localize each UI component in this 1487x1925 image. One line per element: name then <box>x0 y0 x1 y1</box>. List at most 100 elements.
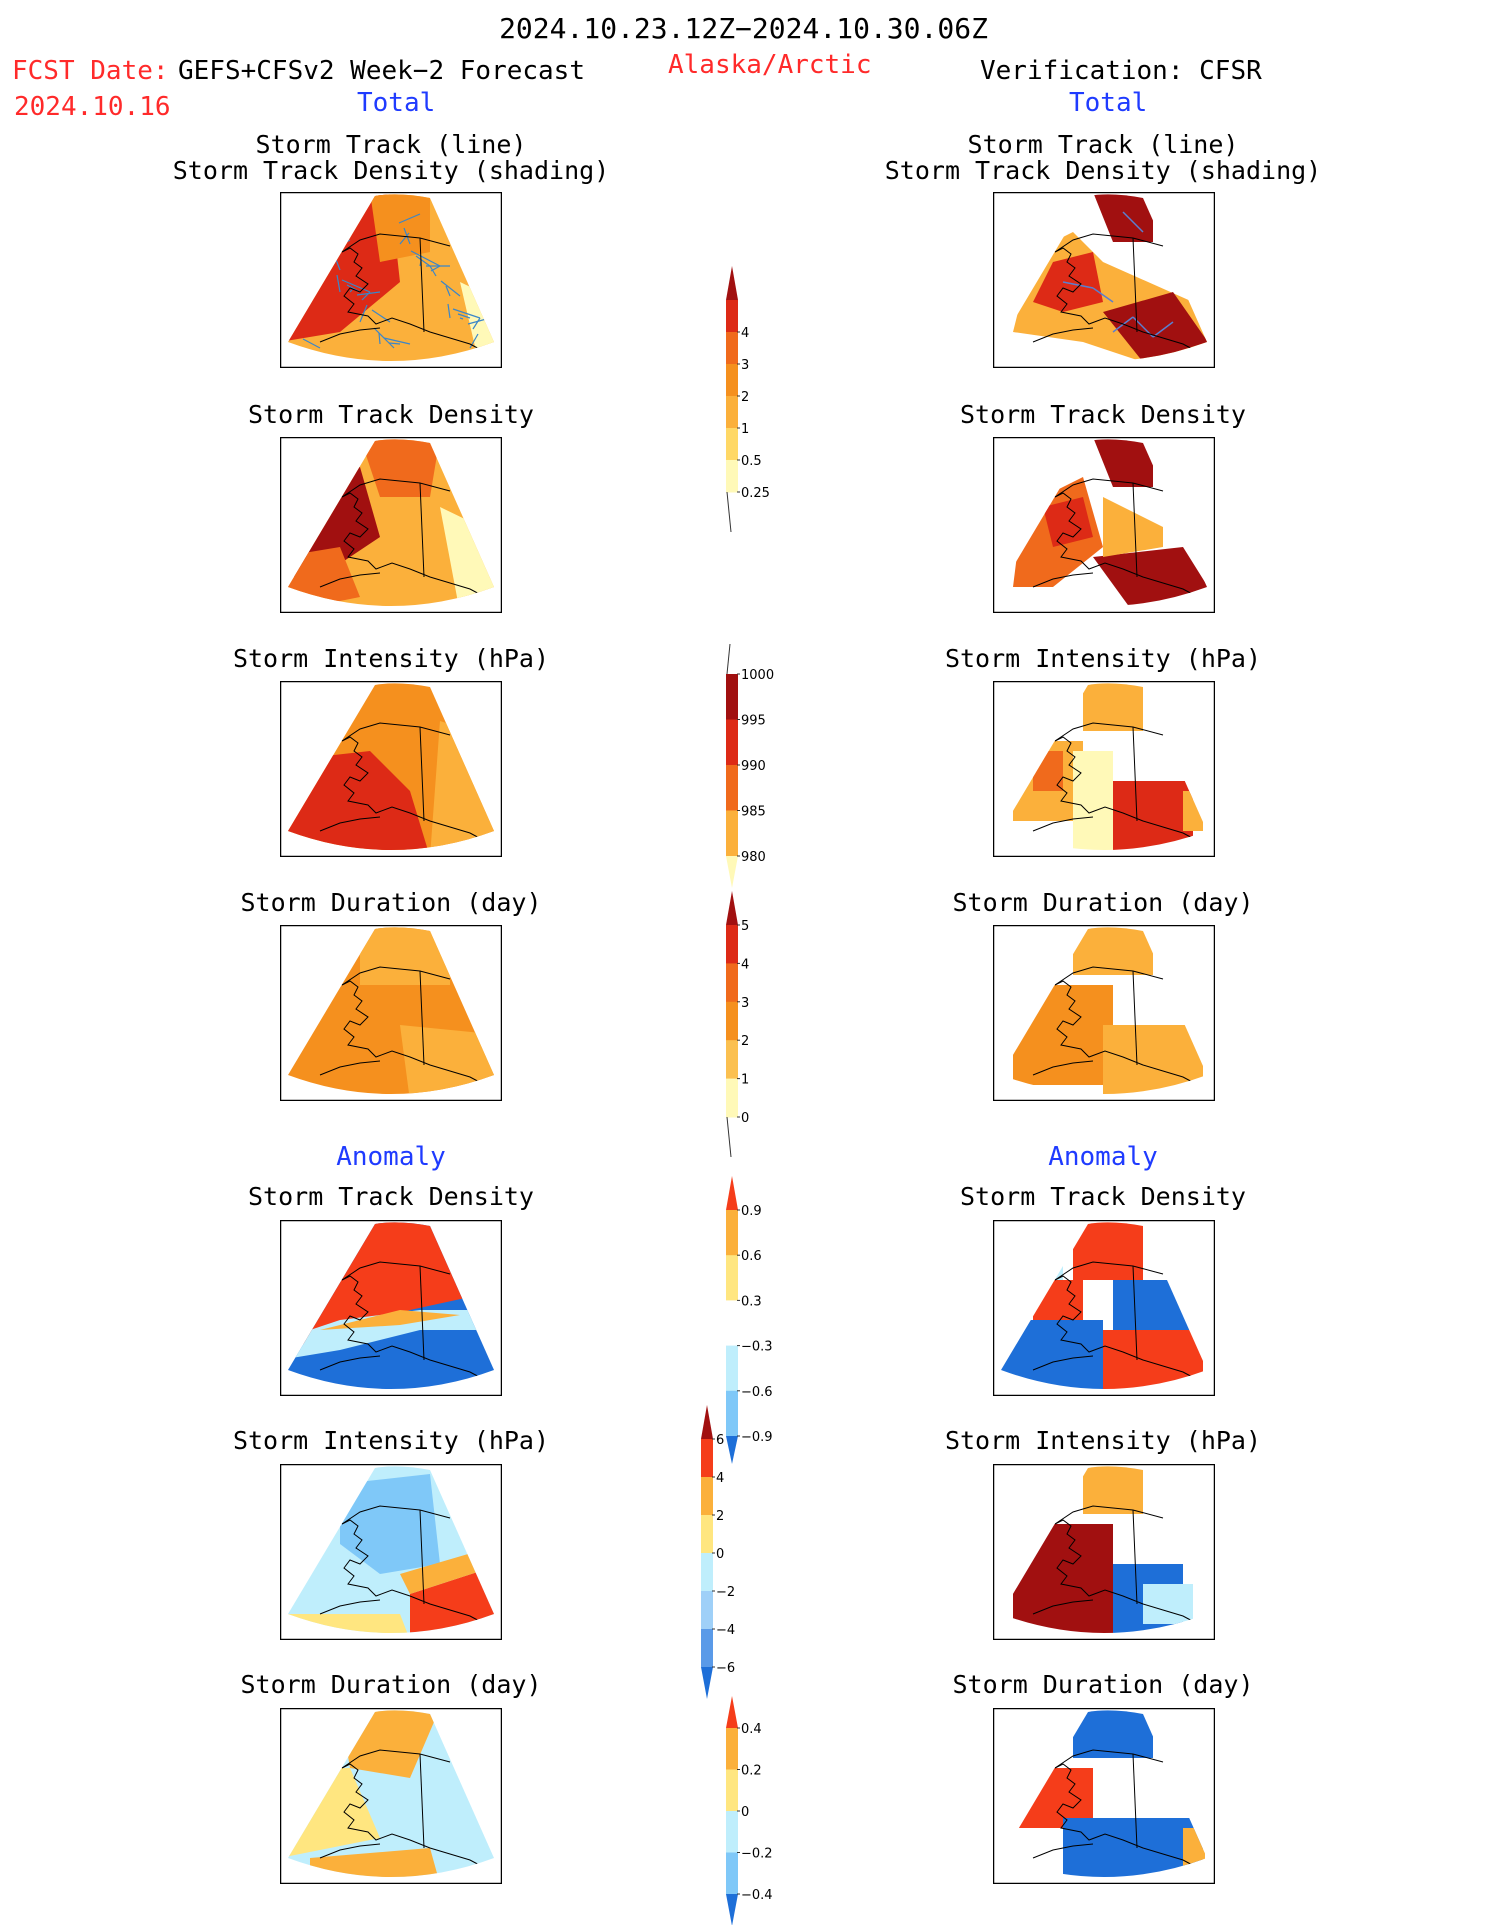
coastline <box>419 1265 425 1361</box>
right-anomaly-label: Anomaly <box>1048 1142 1158 1172</box>
colorbar-top-arrow <box>726 891 738 925</box>
colorbar-tick-label: 0.9 <box>741 1204 762 1219</box>
coastline <box>319 1060 381 1076</box>
coastline <box>1032 327 1094 343</box>
colorbar-swatch <box>726 1390 738 1437</box>
coastline <box>341 492 486 598</box>
coastline <box>1032 1843 1094 1859</box>
map-frame <box>280 681 502 857</box>
map-shading <box>370 194 430 262</box>
colorbar-tick-label: 2 <box>741 1034 749 1049</box>
storm-track-line <box>445 285 451 297</box>
map-shading <box>1093 439 1153 487</box>
coastline <box>1054 1505 1164 1525</box>
colorbar-swatch <box>726 1769 738 1812</box>
map-shading <box>360 439 440 497</box>
colorbar-tick-label: 0 <box>741 1805 749 1820</box>
colorbar-swatch <box>726 963 738 1003</box>
colorbar-swatch <box>726 1852 738 1895</box>
map-right-track <box>993 192 1215 368</box>
colorbar-swatch <box>726 765 738 811</box>
region-label: Alaska/Arctic <box>668 50 872 80</box>
storm-track-line <box>440 280 461 297</box>
coastline <box>341 722 451 742</box>
coastline <box>1132 482 1138 578</box>
fcst-date-value: 2024.10.16 <box>14 92 171 122</box>
fcst-date-label: FCST Date: <box>12 56 169 86</box>
map-shading <box>1103 292 1207 362</box>
map-left-track <box>280 192 502 368</box>
storm-track-line <box>469 333 479 349</box>
colorbar-swatch <box>726 1078 738 1118</box>
storm-track-line <box>472 317 481 330</box>
storm-track-line <box>349 289 353 293</box>
right-duration-anomaly-title: Storm Duration (day) <box>952 1670 1254 1699</box>
duration-anomaly-colorbar: 0.4 0.2 0 −0.2 −0.4 <box>726 1696 773 1925</box>
colorbar-tick-label: 985 <box>741 805 766 820</box>
right-duration-title: Storm Duration (day) <box>952 888 1254 917</box>
colorbar-tick-label: 3 <box>741 358 749 373</box>
map-right-intensity <box>993 681 1215 857</box>
colorbar-top-arrow <box>701 1405 713 1439</box>
coastline <box>1054 492 1199 598</box>
colorbar-swatch <box>726 460 738 493</box>
right-track-title-shading: Storm Track Density (shading) <box>884 156 1322 185</box>
map-left-density-anomaly <box>280 1220 502 1396</box>
colorbar-tick-label: 4 <box>741 957 749 972</box>
storm-track-line <box>1062 281 1094 289</box>
coastline <box>1054 1763 1199 1869</box>
map-right-duration-anomaly <box>993 1708 1215 1884</box>
colorbar-tick-label: 6 <box>716 1433 724 1448</box>
left-duration-title: Storm Duration (day) <box>240 888 542 917</box>
coastline <box>319 816 381 832</box>
coastline <box>1132 1753 1138 1849</box>
storm-track-line <box>359 304 368 323</box>
colorbar-tail <box>726 643 731 675</box>
colorbar-top-arrow <box>726 1176 738 1210</box>
coastline <box>1032 572 1094 588</box>
map-left-intensity <box>280 681 502 857</box>
storm-track-line <box>388 342 401 345</box>
coastline <box>341 736 486 842</box>
map-frame <box>993 1464 1215 1640</box>
colorbar-swatch <box>726 332 738 365</box>
colorbar-tail <box>726 491 732 533</box>
map-shading <box>1033 252 1103 312</box>
left-density-title: Storm Track Density <box>248 400 534 429</box>
coastline <box>341 1275 486 1381</box>
coastline <box>1054 247 1199 353</box>
colorbar-tail <box>726 1116 732 1158</box>
colorbar-top-arrow <box>726 266 738 300</box>
colorbar-bottom-arrow <box>701 1667 713 1699</box>
left-track-title-shading: Storm Track Density (shading) <box>172 156 610 185</box>
coastline <box>419 237 425 333</box>
coastline <box>341 980 486 1086</box>
colorbar-tick-label: 995 <box>741 714 766 729</box>
coastline <box>341 1763 486 1869</box>
colorbar-tick-label: 1 <box>741 422 749 437</box>
colorbar-swatch <box>726 1811 738 1853</box>
storm-track-line <box>383 337 411 345</box>
coastline <box>1054 980 1199 1086</box>
map-shading <box>288 1614 410 1634</box>
colorbar-tick-label: 0.25 <box>741 486 770 501</box>
storm-track-line <box>373 327 391 345</box>
colorbar-swatch <box>726 1210 738 1256</box>
intensity-colorbar: 1000 995 990 985 980 <box>726 643 774 888</box>
density-colorbar: 0.25 0.5 1 2 3 4 <box>726 266 770 533</box>
right-density-title: Storm Track Density <box>960 400 1246 429</box>
storm-track-line <box>336 274 341 293</box>
colorbar-bottom-arrow <box>726 1894 738 1925</box>
storm-track-line <box>389 343 395 349</box>
map-frame <box>993 192 1215 368</box>
coastline <box>341 247 486 353</box>
storm-track-line <box>302 338 321 349</box>
colorbar-swatch <box>701 1591 713 1630</box>
colorbar-swatch <box>726 1300 738 1347</box>
coastline <box>341 233 451 253</box>
colorbar-swatch <box>726 925 738 964</box>
map-left-duration-anomaly <box>280 1708 502 1884</box>
coastline <box>1032 1355 1094 1371</box>
map-frame <box>280 192 502 368</box>
colorbar-tick-label: 1000 <box>741 668 774 683</box>
